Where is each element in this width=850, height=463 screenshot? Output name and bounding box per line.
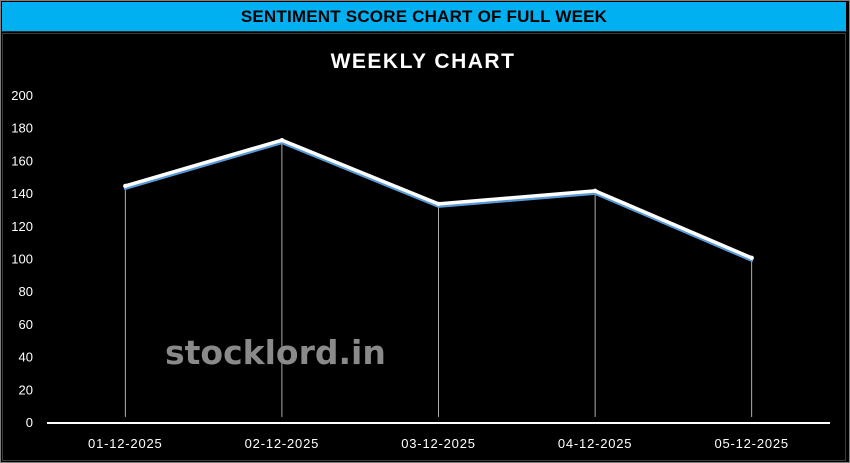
y-tick-label: 100 bbox=[11, 252, 33, 267]
x-tick-label: 04-12-2025 bbox=[558, 436, 633, 451]
data-point bbox=[279, 137, 285, 143]
header-banner: SENTIMENT SCORE CHART OF FULL WEEK bbox=[2, 2, 846, 32]
y-tick-label: 40 bbox=[19, 350, 33, 365]
y-tick-label: 80 bbox=[19, 284, 33, 299]
y-tick-label: 60 bbox=[19, 317, 33, 332]
y-tick-label: 180 bbox=[11, 121, 33, 136]
data-point bbox=[436, 201, 441, 207]
x-tick-label: 02-12-2025 bbox=[245, 436, 320, 451]
y-tick-label: 20 bbox=[19, 382, 33, 397]
x-axis-ticks: 01-12-2025 02-12-2025 03-12-2025 04-12-2025… bbox=[88, 436, 789, 451]
series-line-shadow bbox=[123, 141, 754, 262]
chart-area bbox=[2, 33, 846, 461]
y-tick-label: 160 bbox=[11, 153, 33, 168]
banner-title: SENTIMENT SCORE CHART OF FULL WEEK bbox=[240, 6, 608, 26]
y-tick-label: 140 bbox=[11, 186, 33, 201]
watermark-text: stocklord.in bbox=[165, 333, 386, 372]
data-point bbox=[592, 188, 598, 194]
y-tick-label: 120 bbox=[11, 219, 33, 234]
data-point bbox=[749, 255, 754, 261]
y-tick-label: 0 bbox=[26, 415, 33, 430]
data-point bbox=[123, 183, 128, 189]
x-tick-label: 01-12-2025 bbox=[88, 436, 163, 451]
chart-title: WEEKLY CHART bbox=[331, 50, 516, 73]
y-axis-ticks: 0 20 40 60 80 100 120 140 160 180 200 bbox=[11, 88, 33, 430]
drop-lines bbox=[124, 140, 753, 417]
x-tick-label: 05-12-2025 bbox=[714, 436, 789, 451]
y-tick-label: 200 bbox=[11, 88, 33, 103]
series-group bbox=[123, 137, 754, 262]
x-tick-label: 03-12-2025 bbox=[401, 436, 476, 451]
